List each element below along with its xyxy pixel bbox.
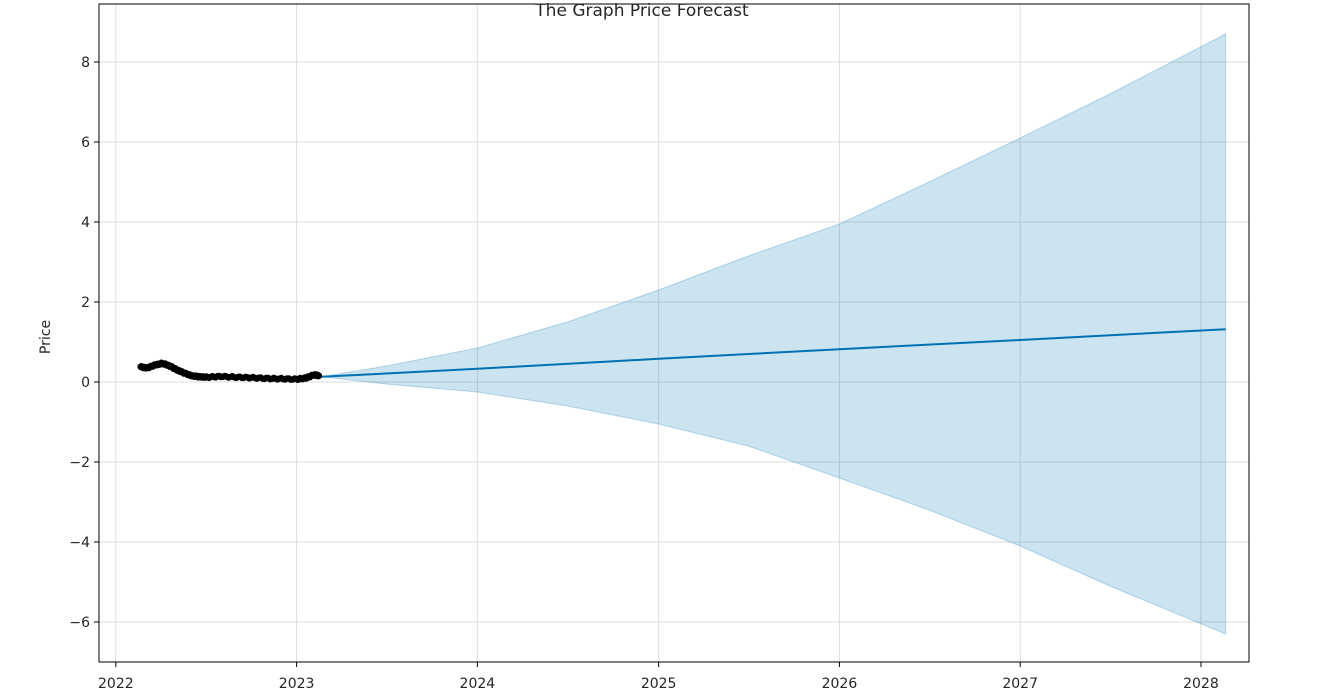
x-tick-label: 2028 bbox=[1183, 676, 1219, 692]
x-tick-label: 2027 bbox=[1002, 676, 1038, 692]
y-tick-label: −4 bbox=[69, 535, 90, 551]
plot-frame bbox=[98, 3, 1250, 663]
y-tick-label: −2 bbox=[69, 455, 90, 471]
x-tick-label: 2024 bbox=[460, 676, 496, 692]
y-axis-ticks: 8 6 4 2 0 −2 −4 −6 bbox=[69, 55, 99, 631]
uncertainty-band-layer bbox=[321, 33, 1227, 635]
observed-points-layer bbox=[137, 359, 323, 383]
grid-lines bbox=[99, 4, 1249, 662]
chart-title: The Graph Price Forecast bbox=[534, 1, 749, 21]
x-tick-label: 2025 bbox=[641, 676, 677, 692]
observed-point bbox=[315, 372, 323, 379]
x-tick-label: 2022 bbox=[98, 676, 134, 692]
uncertainty-band bbox=[321, 33, 1227, 635]
x-axis-ticks: 2022 2023 2024 2025 2026 2027 2028 bbox=[98, 662, 1219, 692]
y-tick-label: −6 bbox=[69, 615, 90, 631]
y-tick-label: 4 bbox=[81, 215, 90, 231]
y-tick-label: 6 bbox=[81, 135, 90, 151]
y-tick-label: 0 bbox=[81, 375, 90, 391]
x-tick-label: 2023 bbox=[279, 676, 315, 692]
x-tick-label: 2026 bbox=[822, 676, 858, 692]
y-axis-label: Price bbox=[38, 320, 54, 354]
y-tick-label: 8 bbox=[81, 55, 90, 71]
y-tick-label: 2 bbox=[81, 295, 90, 311]
